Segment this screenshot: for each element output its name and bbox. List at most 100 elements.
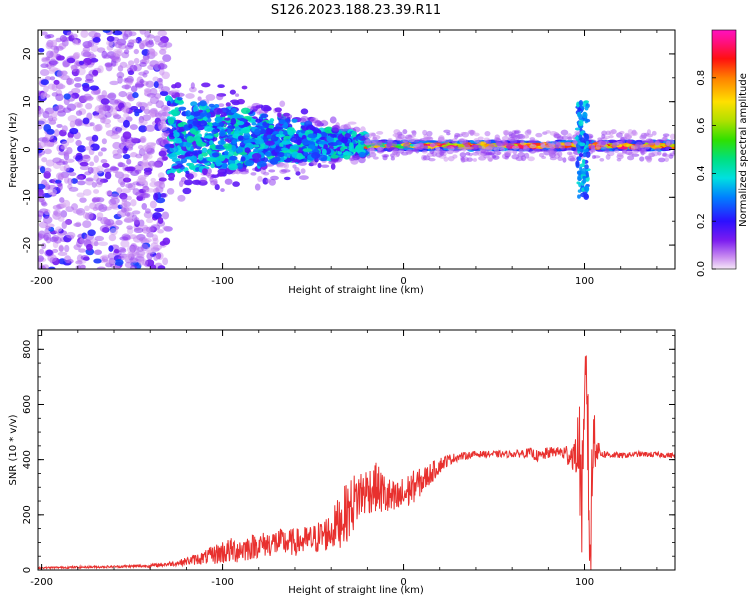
spectrogram-cell — [514, 130, 520, 134]
spectrogram-cell — [106, 45, 114, 51]
spectrogram-cell — [217, 84, 225, 89]
spectrogram-cell — [57, 251, 68, 256]
spectrogram-cell — [89, 85, 99, 91]
spectrogram-cell — [178, 106, 187, 111]
spectrogram-cell — [72, 53, 80, 60]
spectrogram-cell — [320, 164, 330, 168]
spectrogram-cell — [55, 93, 64, 102]
spectrogram-cell — [280, 169, 291, 173]
spectrogram-cell — [45, 225, 51, 231]
spectrogram-cell — [262, 171, 270, 176]
spectrogram-cell — [585, 140, 589, 146]
spectrogram-cell — [578, 100, 584, 106]
spectrogram-cell — [146, 246, 154, 254]
spectrogram-cell — [162, 257, 169, 266]
spectrogram-cell — [70, 64, 78, 72]
spectrogram-cell — [512, 149, 518, 155]
spectrogram-cell — [549, 145, 556, 150]
spectrogram-cell — [477, 136, 484, 141]
spectrogram-cell — [484, 145, 492, 152]
spectrogram-cell — [117, 210, 127, 218]
spectrogram-cell — [121, 84, 132, 89]
spectrogram-cell — [582, 191, 587, 195]
spectrogram-cell — [296, 152, 304, 160]
spectrogram-cell — [85, 102, 93, 110]
spectrogram-cell — [209, 176, 214, 183]
spectrogram-cell — [158, 177, 167, 182]
spectrogram-cell — [564, 141, 572, 146]
spectrogram-cell — [576, 111, 581, 118]
spectrogram-cell — [368, 152, 377, 158]
spectrogram-cell — [209, 140, 214, 145]
spectrogram-cell — [241, 85, 248, 90]
spectrogram-cell — [146, 92, 156, 98]
spectrogram-cell — [581, 145, 585, 149]
spectrogram-cell — [39, 265, 47, 269]
spectrogram-cell — [41, 242, 47, 250]
spectrogram-cell — [158, 150, 167, 157]
spectrogram-cell — [321, 148, 327, 156]
spectrogram-cell — [177, 123, 183, 128]
spectrogram-cell — [198, 89, 204, 94]
colorbar-tick-label: 0.8 — [696, 70, 707, 86]
spectrogram-cell — [90, 45, 99, 52]
spectrogram-cell — [93, 249, 102, 255]
spectrogram-cell — [422, 129, 428, 136]
spectrogram-cell — [224, 117, 231, 121]
spectrogram-cell — [599, 157, 605, 162]
spectrogram-cell — [78, 248, 87, 253]
spectrogram-cell — [39, 208, 49, 214]
spectrogram-cell — [61, 125, 68, 132]
spectrogram-cell — [646, 156, 652, 163]
spectrogram-cell — [582, 178, 587, 184]
spectrogram-cell — [423, 145, 429, 150]
spectrogram-cell — [93, 155, 99, 163]
spectrogram-cell — [329, 116, 337, 124]
spectrogram-cell — [157, 109, 167, 118]
spectrogram-cell — [76, 192, 85, 198]
spectrogram-cell — [39, 248, 45, 255]
spectrogram-cell — [126, 195, 132, 201]
spectrogram-cell — [125, 183, 133, 189]
spectrogram-cell — [109, 228, 118, 236]
spectrogram-cell — [92, 37, 101, 43]
spectrogram-cell — [133, 227, 144, 234]
spectrogram-cell — [277, 163, 288, 168]
spectrogram-cell — [600, 140, 607, 146]
spectrogram-cell — [506, 149, 514, 154]
spectrogram-cell — [77, 145, 86, 153]
spectrogram-cell — [415, 148, 420, 154]
spectrogram-cell — [56, 104, 64, 110]
spectrogram-cell — [111, 126, 122, 134]
spectrogram-cell — [318, 154, 328, 162]
spectrogram-cell — [72, 209, 83, 214]
spectrogram-cell — [523, 144, 528, 150]
spectrogram-cell — [208, 103, 215, 108]
spectrogram-cell — [456, 133, 463, 137]
spectrogram-cell — [166, 100, 171, 107]
spectrogram-cell — [581, 158, 586, 165]
spectrogram-cell — [575, 160, 580, 168]
spectrogram-cell — [94, 235, 105, 242]
spectrogram-cell — [372, 156, 379, 160]
spectrogram-cell — [113, 50, 122, 58]
spectrogram-cell — [263, 106, 272, 112]
spectrogram-cell — [67, 115, 78, 123]
spectrogram-cell — [296, 139, 302, 146]
spectrogram-cell — [73, 222, 82, 227]
spectrogram-y-tick-label: 10 — [22, 95, 33, 108]
spectrogram-cell — [251, 153, 262, 160]
spectrogram-cell — [281, 140, 291, 145]
spectrogram-cell — [443, 145, 452, 150]
spectrogram-cell — [557, 151, 563, 157]
spectrogram-cell — [236, 146, 244, 154]
spectrogram-cell — [155, 252, 164, 260]
spectrogram-cell — [560, 129, 569, 136]
spectrogram-cell — [260, 113, 269, 119]
spectrogram-cell — [446, 132, 451, 136]
spectrogram-cell — [83, 44, 91, 49]
spectrogram-cell — [82, 220, 92, 228]
spectrogram-cell — [557, 156, 563, 162]
spectrogram-cell — [230, 117, 237, 125]
